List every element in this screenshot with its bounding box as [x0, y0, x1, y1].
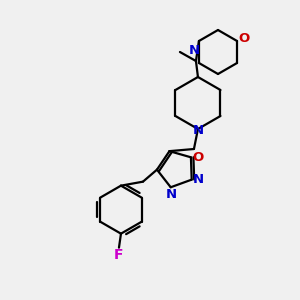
Text: N: N — [192, 124, 203, 137]
Text: N: N — [193, 173, 204, 186]
Text: N: N — [166, 188, 177, 201]
Text: O: O — [238, 32, 250, 46]
Text: N: N — [188, 44, 200, 56]
Text: O: O — [192, 151, 203, 164]
Text: F: F — [114, 248, 124, 262]
